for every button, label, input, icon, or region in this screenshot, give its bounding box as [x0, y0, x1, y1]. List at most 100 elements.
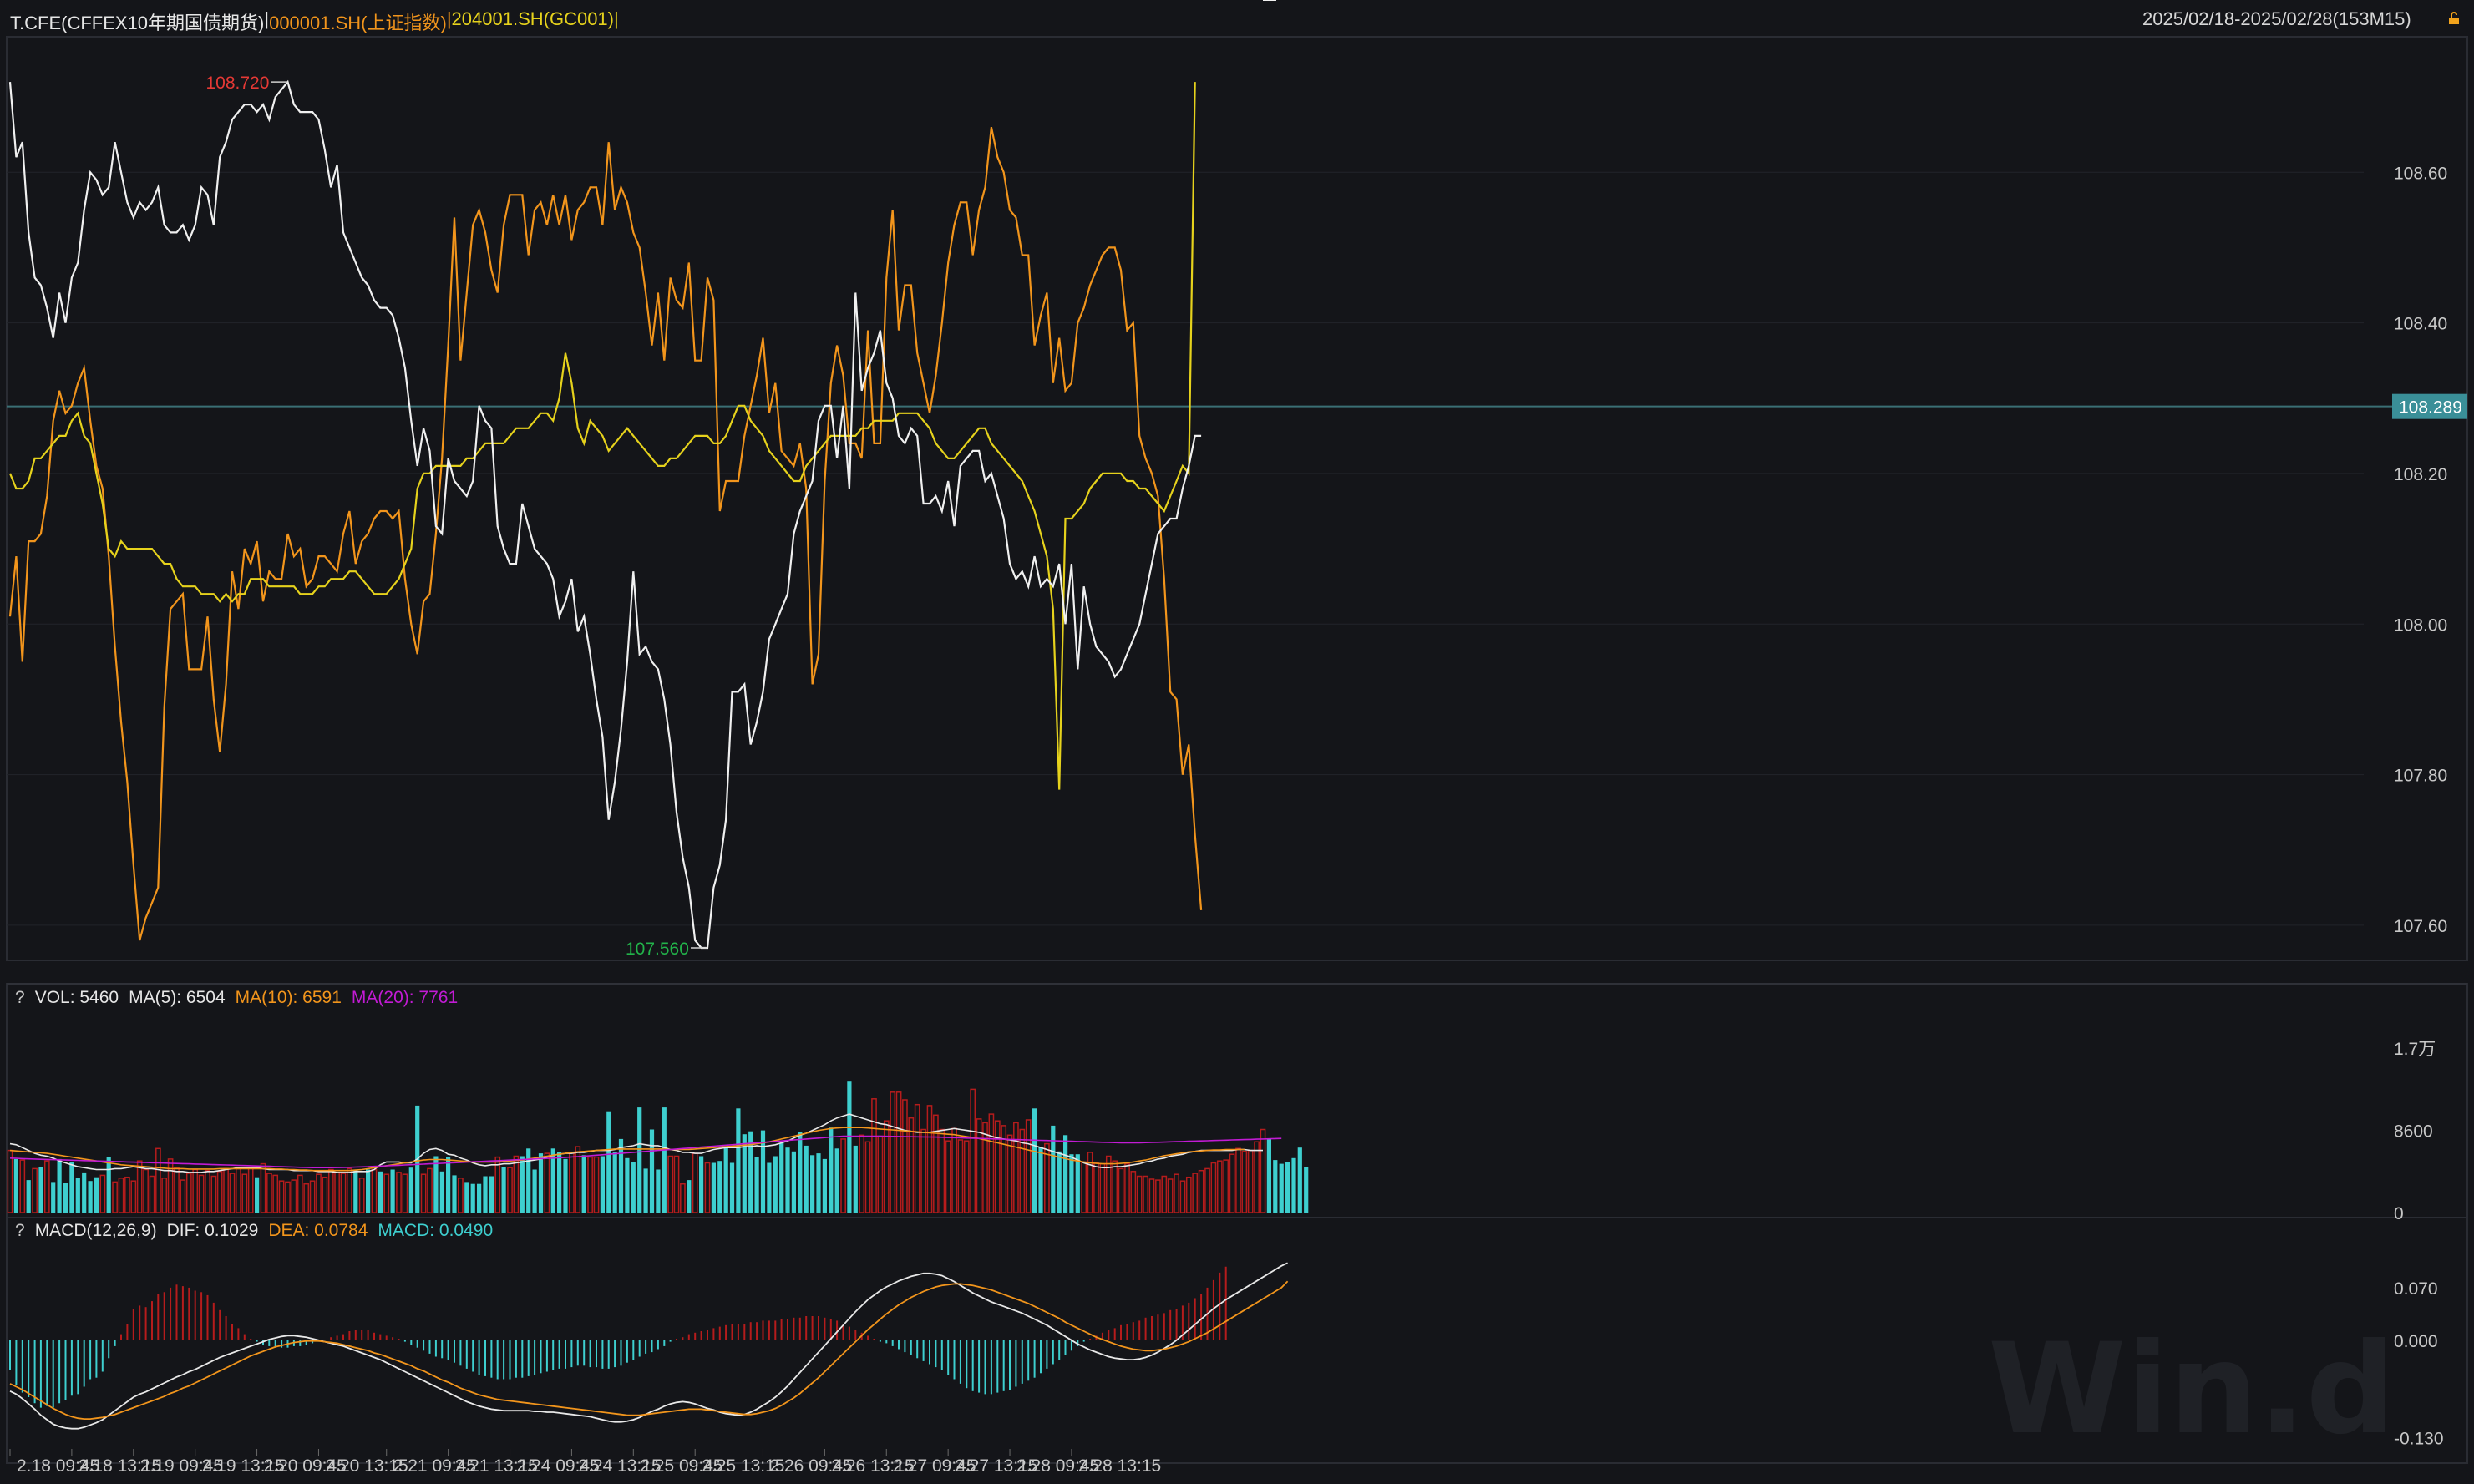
panel-frame — [6, 36, 2468, 961]
volume-bar — [1216, 1160, 1223, 1213]
volume-bar — [1063, 1135, 1068, 1213]
volume-bar — [785, 1147, 790, 1213]
volume-bar — [1025, 1119, 1032, 1213]
volume-bar — [347, 1167, 352, 1213]
volume-bar — [1069, 1154, 1074, 1213]
volume-bar — [1051, 1125, 1056, 1213]
volume-tick-label: 1.7万 — [2394, 1040, 2436, 1059]
volume-bar — [82, 1172, 87, 1213]
volume-bar — [161, 1178, 168, 1213]
volume-bar — [593, 1156, 600, 1213]
volume-bar — [458, 1178, 464, 1213]
volume-bar — [19, 1159, 26, 1213]
volume-bar — [38, 1167, 43, 1213]
volume-bar — [155, 1147, 161, 1213]
volume-bar — [383, 1173, 390, 1213]
volume-bar — [877, 1135, 884, 1213]
volume-bar — [1075, 1154, 1080, 1213]
x-axis: 2.18 09:452.18 13:152.19 09:452.19 13:15… — [9, 1449, 1161, 1476]
volume-bar — [908, 1117, 915, 1213]
volume-bar — [1099, 1162, 1106, 1213]
main-series-title[interactable]: T.CFE(CFFEX10年期国债期货) — [10, 13, 265, 33]
volume-bar — [420, 1173, 427, 1213]
x-tick-label: 2.19 09:45 — [140, 1456, 223, 1476]
volume-bar — [43, 1160, 50, 1213]
volume-bar — [902, 1099, 908, 1213]
sse-series-label[interactable]: 000001.SH(上证指数) — [269, 13, 447, 33]
price-tick-label: 108.60 — [2394, 164, 2447, 183]
volume-bar — [143, 1168, 149, 1213]
vol-help-icon: ? — [15, 988, 25, 1007]
volume-tick-label: 8600 — [2394, 1122, 2433, 1142]
volume-bar — [1235, 1147, 1241, 1213]
volume-bar — [945, 1140, 951, 1213]
watermark-text: Win.d — [1988, 1317, 2395, 1462]
volume-bar — [366, 1169, 371, 1213]
volume-bar — [736, 1108, 741, 1213]
volume-bar — [957, 1139, 964, 1213]
x-tick-label: 2.27 09:45 — [893, 1456, 976, 1476]
volume-bar — [988, 1113, 995, 1213]
gc001-series-label[interactable]: 204001.SH(GC001) — [451, 8, 614, 29]
volume-bar — [656, 1169, 661, 1213]
volume-bar — [1304, 1167, 1309, 1213]
price-tick-label: 107.60 — [2394, 917, 2447, 936]
volume-bar — [464, 1182, 469, 1213]
volume-bar — [1093, 1162, 1099, 1213]
volume-bar — [390, 1169, 395, 1213]
volume-bar — [526, 1148, 531, 1213]
volume-bar — [816, 1153, 821, 1213]
volume-bar — [606, 1111, 611, 1213]
volume-bar — [864, 1141, 871, 1213]
macd-panel: ? MACD(12,26,9) DIF: 0.1029 DEA: 0.0784 MACD… — [9, 1221, 2444, 1449]
volume-bar — [767, 1162, 772, 1213]
volume-bar — [513, 1155, 520, 1213]
volume-bar — [680, 1183, 686, 1213]
volume-bar — [94, 1177, 99, 1213]
volume-bar — [982, 1122, 988, 1213]
volume-bar — [1143, 1175, 1148, 1213]
volume-bar — [748, 1131, 753, 1213]
volume-bar — [581, 1155, 586, 1213]
volume-bar — [136, 1160, 143, 1213]
volume-bar — [711, 1162, 716, 1213]
x-tick-label: 2.26 13:15 — [831, 1456, 914, 1476]
x-tick-label: 2.20 09:45 — [264, 1456, 347, 1476]
volume-bar — [1001, 1125, 1007, 1213]
volume-bar — [951, 1127, 957, 1213]
volume-bar — [75, 1178, 80, 1213]
volume-bar — [439, 1171, 444, 1213]
volume-bar — [489, 1176, 494, 1213]
vol-ma20-legend: MA(20): 7761 — [352, 988, 458, 1007]
volume-bar — [662, 1107, 667, 1213]
volume-bar — [322, 1176, 328, 1213]
volume-bar — [890, 1091, 896, 1213]
volume-bar — [643, 1168, 648, 1213]
macd-dif-legend: DIF: 0.1029 — [167, 1221, 259, 1240]
macd-tick-label: 0.000 — [2394, 1332, 2438, 1351]
volume-bar — [1229, 1153, 1235, 1213]
volume-bar — [673, 1155, 680, 1213]
volume-bar — [1112, 1160, 1118, 1213]
volume-bar — [266, 1173, 272, 1213]
volume-bar — [637, 1107, 642, 1213]
volume-bar — [247, 1167, 254, 1213]
volume-bar — [544, 1152, 550, 1213]
volume-bar — [340, 1173, 347, 1213]
vol-legend-value: VOL: 5460 — [35, 988, 119, 1007]
volume-bar — [667, 1155, 674, 1213]
volume-bar — [742, 1134, 747, 1213]
lock-icon[interactable] — [2447, 12, 2461, 25]
volume-bar — [699, 1156, 704, 1213]
x-tick-label: 2.26 09:45 — [769, 1456, 852, 1476]
volume-bar — [687, 1180, 692, 1213]
macd-title: MACD(12,26,9) — [35, 1221, 157, 1240]
low-price-label: 107.560 — [626, 940, 689, 959]
volume-bar — [1161, 1175, 1168, 1213]
volume-bar — [791, 1151, 796, 1213]
volume-bar — [378, 1171, 383, 1213]
volume-bar — [1044, 1142, 1050, 1213]
chart-header: T.CFE(CFFEX10年期国债期货) | 000001.SH(上证指数) |… — [0, 0, 2474, 37]
volume-bar — [272, 1174, 279, 1213]
